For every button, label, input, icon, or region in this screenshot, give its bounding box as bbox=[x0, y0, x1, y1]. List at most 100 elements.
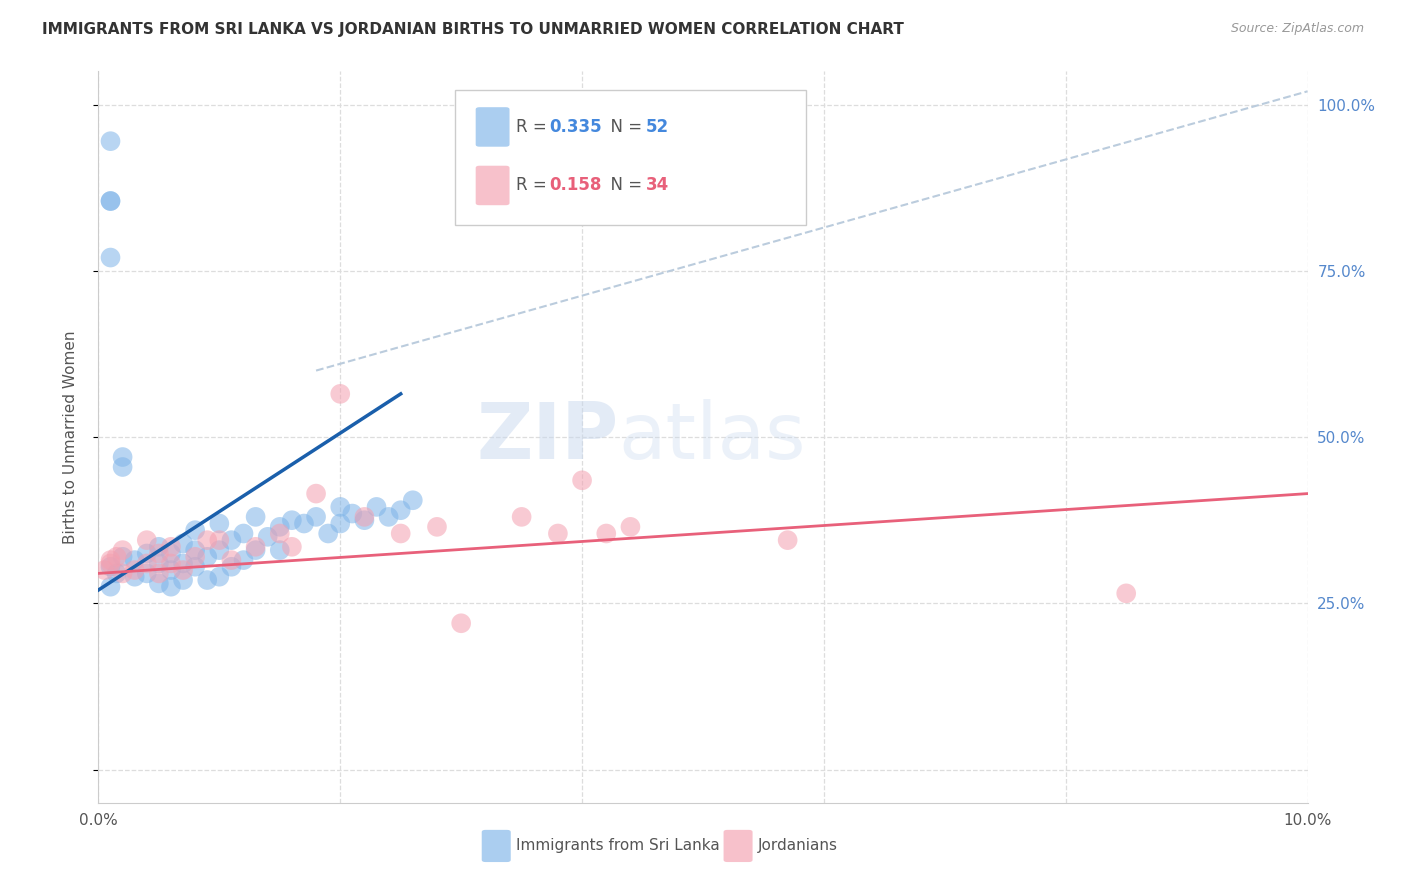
Point bbox=[281, 513, 304, 527]
Point bbox=[256, 530, 278, 544]
Point bbox=[100, 557, 122, 571]
Point bbox=[135, 566, 157, 581]
Point bbox=[195, 549, 218, 564]
Point bbox=[135, 546, 157, 560]
Point bbox=[292, 516, 315, 531]
Point bbox=[245, 509, 267, 524]
Point bbox=[329, 516, 352, 531]
Point bbox=[111, 543, 134, 558]
Point bbox=[184, 543, 207, 558]
Text: R =: R = bbox=[516, 177, 551, 194]
Point bbox=[135, 557, 157, 571]
FancyBboxPatch shape bbox=[475, 166, 509, 205]
FancyBboxPatch shape bbox=[724, 830, 752, 862]
FancyBboxPatch shape bbox=[482, 830, 510, 862]
Point bbox=[124, 553, 146, 567]
Text: 34: 34 bbox=[647, 177, 669, 194]
Point bbox=[160, 546, 183, 560]
Point bbox=[1115, 586, 1137, 600]
Point bbox=[208, 570, 231, 584]
Point bbox=[377, 509, 399, 524]
Point bbox=[124, 563, 146, 577]
Point bbox=[105, 566, 128, 581]
Point bbox=[232, 553, 254, 567]
FancyBboxPatch shape bbox=[475, 107, 509, 146]
Point bbox=[184, 549, 207, 564]
Point bbox=[100, 194, 122, 208]
Point bbox=[195, 573, 218, 587]
Point bbox=[195, 533, 218, 548]
Point bbox=[111, 566, 134, 581]
Y-axis label: Births to Unmarried Women: Births to Unmarried Women bbox=[63, 330, 77, 544]
Point bbox=[221, 559, 243, 574]
Point bbox=[100, 553, 122, 567]
FancyBboxPatch shape bbox=[456, 89, 806, 225]
Point bbox=[160, 563, 183, 577]
Point bbox=[776, 533, 799, 548]
Text: 0.158: 0.158 bbox=[550, 177, 602, 194]
Point bbox=[100, 580, 122, 594]
Point bbox=[184, 523, 207, 537]
Point bbox=[305, 486, 328, 500]
Point bbox=[208, 516, 231, 531]
Point bbox=[172, 557, 194, 571]
Point bbox=[148, 557, 170, 571]
Point bbox=[148, 566, 170, 581]
Point bbox=[389, 503, 412, 517]
Point bbox=[426, 520, 449, 534]
Point bbox=[281, 540, 304, 554]
Point bbox=[172, 573, 194, 587]
Point bbox=[221, 533, 243, 548]
Point bbox=[245, 540, 267, 554]
Point bbox=[547, 526, 569, 541]
Point bbox=[160, 540, 183, 554]
Point bbox=[100, 251, 122, 265]
Text: Source: ZipAtlas.com: Source: ZipAtlas.com bbox=[1230, 22, 1364, 36]
Text: ZIP: ZIP bbox=[477, 399, 619, 475]
Text: 52: 52 bbox=[647, 118, 669, 136]
Point bbox=[100, 559, 122, 574]
Point bbox=[148, 540, 170, 554]
Text: R =: R = bbox=[516, 118, 551, 136]
Point bbox=[148, 576, 170, 591]
Point bbox=[329, 500, 352, 514]
Point bbox=[305, 509, 328, 524]
Point bbox=[366, 500, 388, 514]
Point bbox=[208, 533, 231, 548]
Text: 0.335: 0.335 bbox=[550, 118, 602, 136]
Point bbox=[329, 387, 352, 401]
Text: N =: N = bbox=[600, 177, 648, 194]
Text: N =: N = bbox=[600, 118, 648, 136]
Point bbox=[269, 526, 291, 541]
Point bbox=[316, 526, 339, 541]
Text: atlas: atlas bbox=[619, 399, 806, 475]
Point bbox=[111, 460, 134, 475]
Point bbox=[619, 520, 641, 534]
Point bbox=[269, 543, 291, 558]
Point bbox=[124, 570, 146, 584]
Text: Immigrants from Sri Lanka: Immigrants from Sri Lanka bbox=[516, 838, 720, 854]
Point bbox=[100, 134, 122, 148]
Point bbox=[245, 543, 267, 558]
Point bbox=[402, 493, 425, 508]
Text: Jordanians: Jordanians bbox=[758, 838, 838, 854]
Point bbox=[353, 509, 375, 524]
Point bbox=[172, 563, 194, 577]
Point bbox=[111, 450, 134, 464]
Point bbox=[353, 513, 375, 527]
Point bbox=[172, 536, 194, 550]
Point bbox=[100, 194, 122, 208]
Point bbox=[342, 507, 364, 521]
Point bbox=[135, 533, 157, 548]
Point bbox=[93, 563, 115, 577]
Point bbox=[269, 520, 291, 534]
Point bbox=[571, 473, 593, 487]
Text: IMMIGRANTS FROM SRI LANKA VS JORDANIAN BIRTHS TO UNMARRIED WOMEN CORRELATION CHA: IMMIGRANTS FROM SRI LANKA VS JORDANIAN B… bbox=[42, 22, 904, 37]
Point bbox=[595, 526, 617, 541]
Point bbox=[160, 580, 183, 594]
Point bbox=[221, 553, 243, 567]
Point bbox=[160, 557, 183, 571]
Point bbox=[148, 546, 170, 560]
Point bbox=[232, 526, 254, 541]
Point bbox=[184, 559, 207, 574]
